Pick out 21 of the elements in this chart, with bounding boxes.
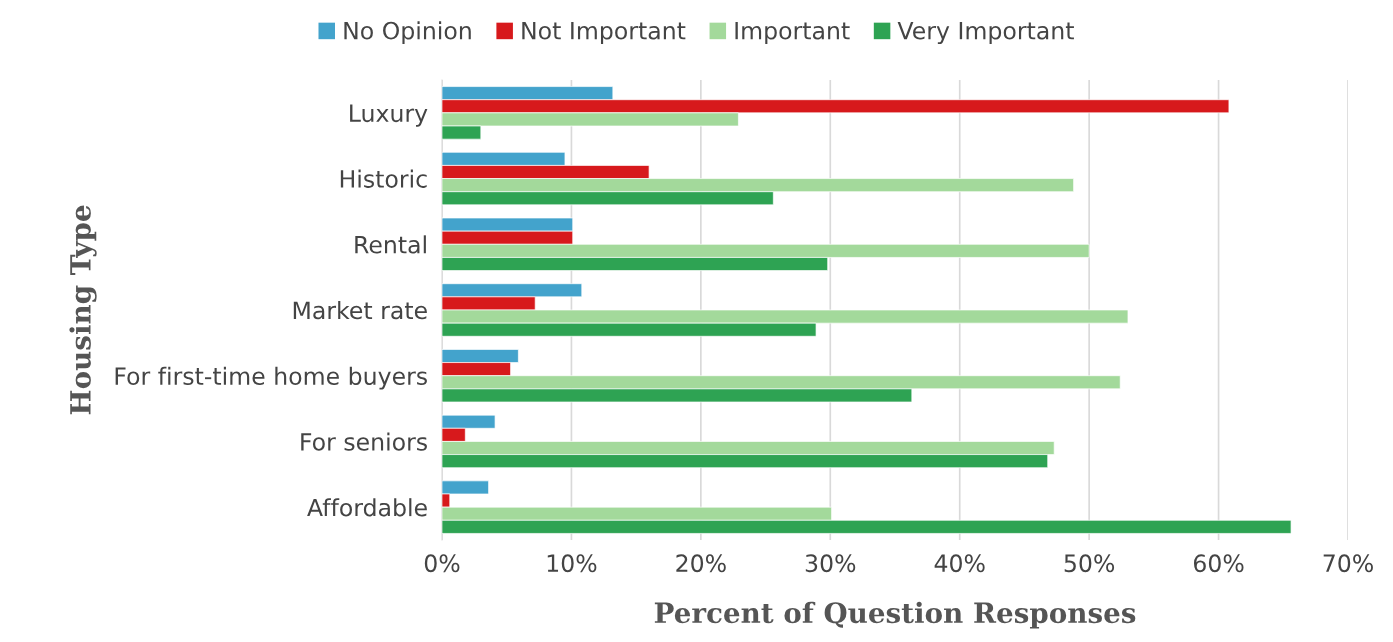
y-tick-label: For first-time home buyers [115, 366, 427, 390]
y-tick-label: Affordable [307, 498, 427, 517]
x-tick-label: 30% [805, 554, 856, 573]
y-tick-label: For seniors [301, 432, 427, 451]
x-tick-label: 70% [1323, 554, 1373, 573]
legend-label: Not Important [522, 21, 686, 45]
y-tick-label: Rental [355, 235, 426, 254]
y-axis-title: Housing Type [69, 205, 97, 415]
legend-label: No Opinion [344, 21, 471, 45]
x-tick-label: 60% [1193, 554, 1244, 573]
y-tick-label: Historic [340, 169, 427, 188]
legend-label: Important [735, 21, 850, 45]
x-tick-label: 10% [547, 554, 597, 573]
x-tick-label: 40% [934, 554, 985, 573]
y-tick-label: Market rate [293, 301, 427, 320]
x-tick-label: 50% [1064, 554, 1115, 573]
x-tick-label: 0% [424, 554, 460, 573]
x-tick-label: 20% [676, 554, 726, 573]
y-tick-label: Luxury [350, 104, 428, 127]
x-axis-title: Percent of Question Responses [654, 601, 1136, 629]
legend-label: Very Important [897, 21, 1074, 45]
